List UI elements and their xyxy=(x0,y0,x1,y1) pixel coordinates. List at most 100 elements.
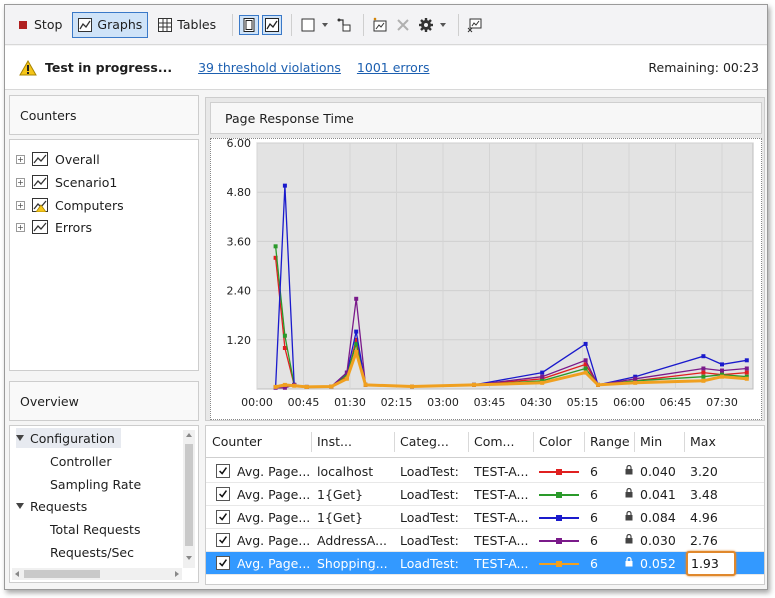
series-point[interactable] xyxy=(633,380,638,385)
series-point[interactable] xyxy=(744,358,749,363)
series-point[interactable] xyxy=(273,244,278,249)
series-point[interactable] xyxy=(744,376,749,381)
series-point[interactable] xyxy=(354,296,359,301)
series-point[interactable] xyxy=(744,374,749,379)
expand-icon[interactable]: + xyxy=(16,154,25,164)
series-point[interactable] xyxy=(633,376,638,381)
series-point[interactable] xyxy=(744,370,749,375)
series-point[interactable] xyxy=(633,378,638,383)
color-swatch[interactable] xyxy=(539,536,579,546)
series-point[interactable] xyxy=(720,374,724,379)
tables-button[interactable]: Tables xyxy=(152,12,222,38)
series-point[interactable] xyxy=(540,374,545,379)
row-checkbox[interactable] xyxy=(216,556,230,570)
series-point[interactable] xyxy=(540,370,545,375)
series-point[interactable] xyxy=(282,382,287,387)
vertical-scrollbar[interactable] xyxy=(183,430,195,568)
tree-item-scenario1[interactable]: + Scenario1 xyxy=(16,173,117,191)
overview-item-requests-sec[interactable]: Requests/Sec xyxy=(50,542,134,562)
series-point[interactable] xyxy=(354,329,359,334)
overview-item-controller[interactable]: Controller xyxy=(50,451,112,471)
series-point[interactable] xyxy=(304,384,309,389)
legend-toggle-button[interactable] xyxy=(334,15,354,35)
column-header[interactable]: Min xyxy=(640,434,663,449)
table-row[interactable]: Avg. Page... 1{Get} LoadTest: TEST-A... 6 0.0… xyxy=(206,506,764,529)
expand-icon[interactable]: + xyxy=(16,222,25,232)
lock-icon[interactable] xyxy=(625,557,633,567)
series-point[interactable] xyxy=(701,378,706,383)
series-point[interactable] xyxy=(282,183,287,188)
series-point[interactable] xyxy=(596,382,600,387)
series-point[interactable] xyxy=(472,382,476,387)
column-divider[interactable] xyxy=(634,432,635,452)
series-point[interactable] xyxy=(329,384,334,389)
column-divider[interactable] xyxy=(684,432,685,452)
series-point[interactable] xyxy=(540,376,545,381)
chart-area[interactable]: 6.00 4.80 3.60 2.40 1.20 00:00 00:45 01:30 02:15… xyxy=(210,137,762,420)
series-point[interactable] xyxy=(344,376,349,381)
collapse-icon[interactable] xyxy=(16,503,24,509)
series-point[interactable] xyxy=(344,370,349,375)
lock-icon[interactable] xyxy=(625,534,633,544)
series-point[interactable] xyxy=(354,341,359,346)
series-point[interactable] xyxy=(633,374,638,379)
column-header[interactable]: Categ... xyxy=(400,434,449,449)
table-row[interactable]: Avg. Page... Shopping... LoadTest: TEST-A..… xyxy=(206,551,764,576)
table-row[interactable]: Avg. Page... localhost LoadTest: TEST-A... 6… xyxy=(206,460,764,483)
column-header[interactable]: Com... xyxy=(474,434,515,449)
series-point[interactable] xyxy=(363,382,368,387)
color-swatch[interactable] xyxy=(539,467,579,477)
tree-item-overall[interactable]: + Overall xyxy=(16,150,100,168)
graph-layout-button[interactable] xyxy=(262,14,283,35)
one-panel-layout-button[interactable] xyxy=(239,14,260,35)
chevron-down-icon[interactable] xyxy=(322,22,329,27)
chevron-down-icon[interactable] xyxy=(440,22,447,27)
max-edit-field[interactable]: 1.93 xyxy=(686,551,736,576)
series-point[interactable] xyxy=(282,385,287,390)
series-point[interactable] xyxy=(701,370,706,375)
delete-graph-button[interactable] xyxy=(393,15,413,35)
column-divider[interactable] xyxy=(468,432,469,452)
series-point[interactable] xyxy=(720,368,724,373)
table-row[interactable]: Avg. Page... AddressA... LoadTest: TEST-A..… xyxy=(206,529,764,552)
series-point[interactable] xyxy=(720,372,724,377)
tree-item-errors[interactable]: + Errors xyxy=(16,218,92,236)
collapse-icon[interactable] xyxy=(16,435,24,441)
tree-item-computers[interactable]: + Computers xyxy=(16,196,124,214)
expand-icon[interactable]: + xyxy=(16,177,25,187)
row-checkbox[interactable] xyxy=(216,510,230,524)
page-response-time-chart[interactable]: 6.00 4.80 3.60 2.40 1.20 00:00 00:45 01:30 02:15… xyxy=(211,137,761,419)
series-point[interactable] xyxy=(583,341,588,346)
series-point[interactable] xyxy=(583,366,588,371)
series-point[interactable] xyxy=(720,362,724,367)
series-point[interactable] xyxy=(583,358,588,363)
series-point[interactable] xyxy=(701,366,706,371)
errors-link[interactable]: 1001 errors xyxy=(356,60,430,75)
threshold-violations-link[interactable]: 39 threshold violations xyxy=(198,60,341,75)
graphs-button[interactable]: Graphs xyxy=(72,11,149,38)
expand-icon[interactable]: + xyxy=(16,200,25,210)
series-point[interactable] xyxy=(701,354,706,359)
series-point[interactable] xyxy=(701,374,706,379)
panel-layout-dropdown[interactable] xyxy=(298,15,318,35)
column-divider[interactable] xyxy=(533,432,534,452)
series-point[interactable] xyxy=(583,370,588,375)
series-point[interactable] xyxy=(583,362,588,367)
row-checkbox[interactable] xyxy=(216,464,230,478)
overview-item-sampling-rate[interactable]: Sampling Rate xyxy=(50,474,141,494)
lock-icon[interactable] xyxy=(625,488,633,498)
row-checkbox[interactable] xyxy=(216,487,230,501)
overview-group-configuration[interactable]: Configuration xyxy=(16,428,121,448)
series-point[interactable] xyxy=(282,346,287,350)
column-header[interactable]: Counter xyxy=(212,434,262,449)
color-swatch[interactable] xyxy=(539,490,579,500)
color-swatch[interactable] xyxy=(539,559,579,569)
settings-button[interactable] xyxy=(416,15,436,35)
horizontal-scrollbar[interactable] xyxy=(12,568,182,580)
series-point[interactable] xyxy=(282,333,287,338)
series-point[interactable] xyxy=(410,384,414,389)
add-graph-button[interactable] xyxy=(370,15,390,35)
series-point[interactable] xyxy=(540,380,545,385)
column-header[interactable]: Max xyxy=(690,434,716,449)
column-header[interactable]: Inst... xyxy=(317,434,352,449)
